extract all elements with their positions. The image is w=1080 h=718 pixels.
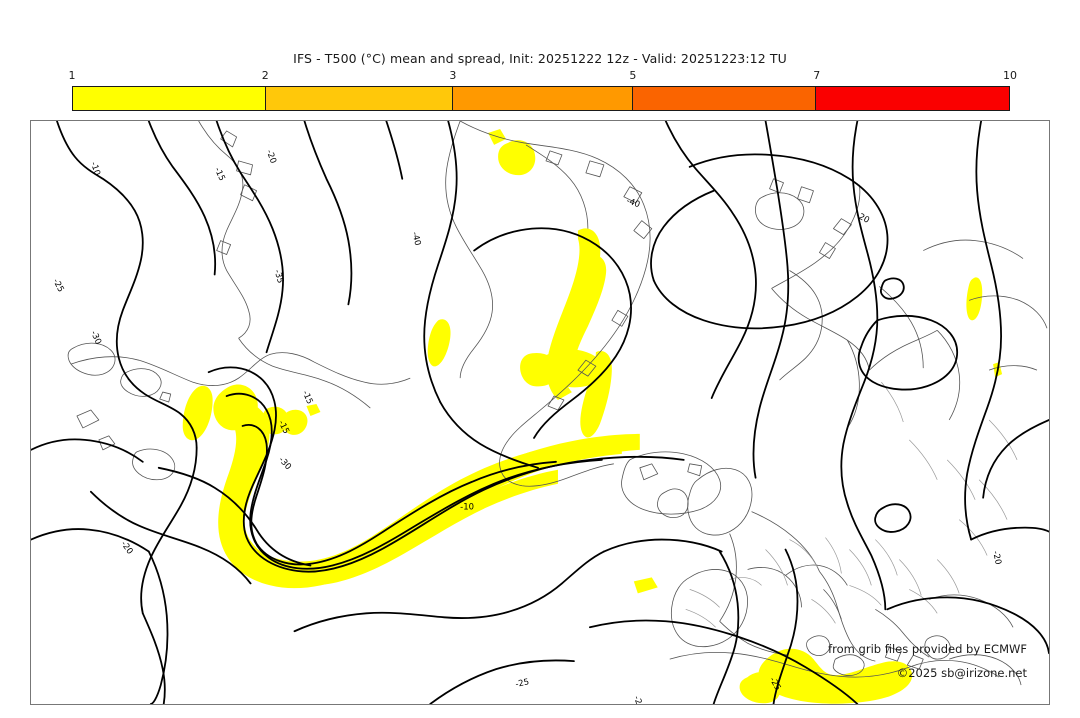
contour--30-nw: [215, 121, 284, 354]
spread-region-north-africa-lower: [739, 672, 781, 704]
contour-label-17: -20: [991, 550, 1004, 566]
spread-region-atlantic-lower: [244, 469, 558, 586]
contour-label-layer: -10 -20 -15 -25 -30 -35 -40 -30 -40 -10 …: [51, 148, 1004, 704]
spread-region-labrador-patch4: [281, 409, 308, 435]
colorbar-tick-7: 7: [813, 69, 821, 82]
contour-label-8: -30: [277, 454, 294, 471]
contour--25-b: [429, 659, 575, 704]
contour--35: [303, 121, 353, 306]
colorbar-tick-5: 5: [629, 69, 637, 82]
colorbar-band-7-10: [816, 87, 1009, 110]
contour--20-med2: [772, 548, 799, 704]
spread-region-atlantic-core: [228, 418, 622, 578]
contour-label-6: -35: [273, 268, 286, 284]
contour--25-nw: [147, 121, 217, 276]
contour-small-oval2: [880, 277, 905, 300]
contour--30-scand: [752, 121, 790, 479]
coastline-layer: [67, 121, 1048, 686]
contour-right-mid-2: [970, 526, 1049, 541]
page-title: IFS - T500 (°C) mean and spread, Init: 2…: [293, 51, 787, 66]
contour--20-east: [840, 121, 887, 611]
spread-region-denmark-strait: [520, 352, 559, 387]
spread-shading-layer: [182, 128, 1003, 704]
contour-label-14: -20: [632, 694, 646, 704]
contour--25: [589, 619, 859, 704]
contour-layer: [31, 121, 1049, 704]
contour-greenland-arc: [473, 227, 632, 439]
contour-bottom-sweep: [147, 550, 169, 704]
contour--10-lower: [141, 612, 166, 704]
colorbar-tick-10: 10: [1003, 69, 1017, 82]
spread-region-small-speck-a: [306, 404, 321, 416]
colorbar-band-3-5: [453, 87, 633, 110]
contour-label-12: -20: [854, 210, 871, 225]
contour-jet-3: [241, 424, 557, 566]
country-border-layer: [685, 381, 1018, 628]
contour-jet-lower: [157, 466, 312, 567]
contour-label-9: -40: [625, 195, 641, 209]
spread-region-north-africa: [758, 648, 913, 704]
map-canvas: -10 -20 -15 -25 -30 -35 -40 -30 -40 -10 …: [31, 121, 1049, 704]
colorbar-tick-1: 1: [68, 69, 76, 82]
contour--40-hudson: [439, 401, 539, 469]
weather-map: -10 -20 -15 -25 -30 -35 -40 -30 -40 -10 …: [30, 120, 1050, 705]
spread-region-greenland-east2: [559, 255, 607, 371]
spread-region-baffin-bay: [498, 140, 536, 176]
colorbar-tick-labels: 1 2 3 5 7 10: [68, 69, 1018, 83]
contour--40-arc: [423, 121, 458, 403]
contour-arctic-cell: [652, 153, 889, 330]
contour--15-east: [602, 538, 723, 553]
contour--20-far-east: [964, 121, 1002, 541]
contour-label-2: -20: [265, 148, 279, 164]
contour--40-scand: [664, 121, 757, 399]
contour--10-nw: [56, 121, 198, 449]
contour--40-canada: [385, 121, 404, 180]
contour-label-18: -15: [301, 389, 316, 406]
contour--15: [293, 550, 605, 633]
colorbar-tick-3: 3: [449, 69, 457, 82]
contour-jet-1: [207, 366, 685, 573]
contour-label-3: -15: [213, 166, 228, 183]
contour-east-lower: [982, 419, 1049, 499]
contour-label-1: -10: [89, 160, 103, 176]
contour-small-oval: [874, 503, 912, 533]
spread-region-labrador-patch2: [182, 385, 213, 441]
contour-closed-cell-east: [857, 314, 959, 391]
contour-sw-ocean2: [31, 438, 144, 463]
spread-region-davis-strait: [427, 319, 451, 367]
contour-label-13: -25: [514, 676, 530, 689]
colorbar: [72, 86, 1010, 111]
contour-sw-ocean: [31, 528, 150, 553]
contour--10-south: [89, 490, 252, 585]
copyright-credit: ©2025 sb@irizone.net: [896, 666, 1027, 680]
spread-region-small-speck-b: [280, 414, 289, 422]
spread-region-labrador-sea: [213, 384, 258, 431]
colorbar-band-2-3: [265, 87, 453, 110]
contour-right-mid-1: [886, 596, 1049, 655]
source-credit: from grib files provided by ECMWF: [828, 642, 1027, 656]
contour--20-med: [712, 550, 740, 704]
spread-region-iberia-nw: [633, 577, 658, 594]
colorbar-band-1-2: [73, 87, 266, 110]
contour-jet-2: [225, 392, 603, 570]
colorbar-tick-2: 2: [261, 69, 269, 82]
contour-label-4: -25: [51, 277, 66, 294]
contour-label-10: -10: [460, 502, 474, 512]
contour-arctic-cell2: [650, 189, 715, 282]
colorbar-band-5-7: [632, 87, 817, 110]
contour-label-7: -40: [410, 231, 423, 247]
